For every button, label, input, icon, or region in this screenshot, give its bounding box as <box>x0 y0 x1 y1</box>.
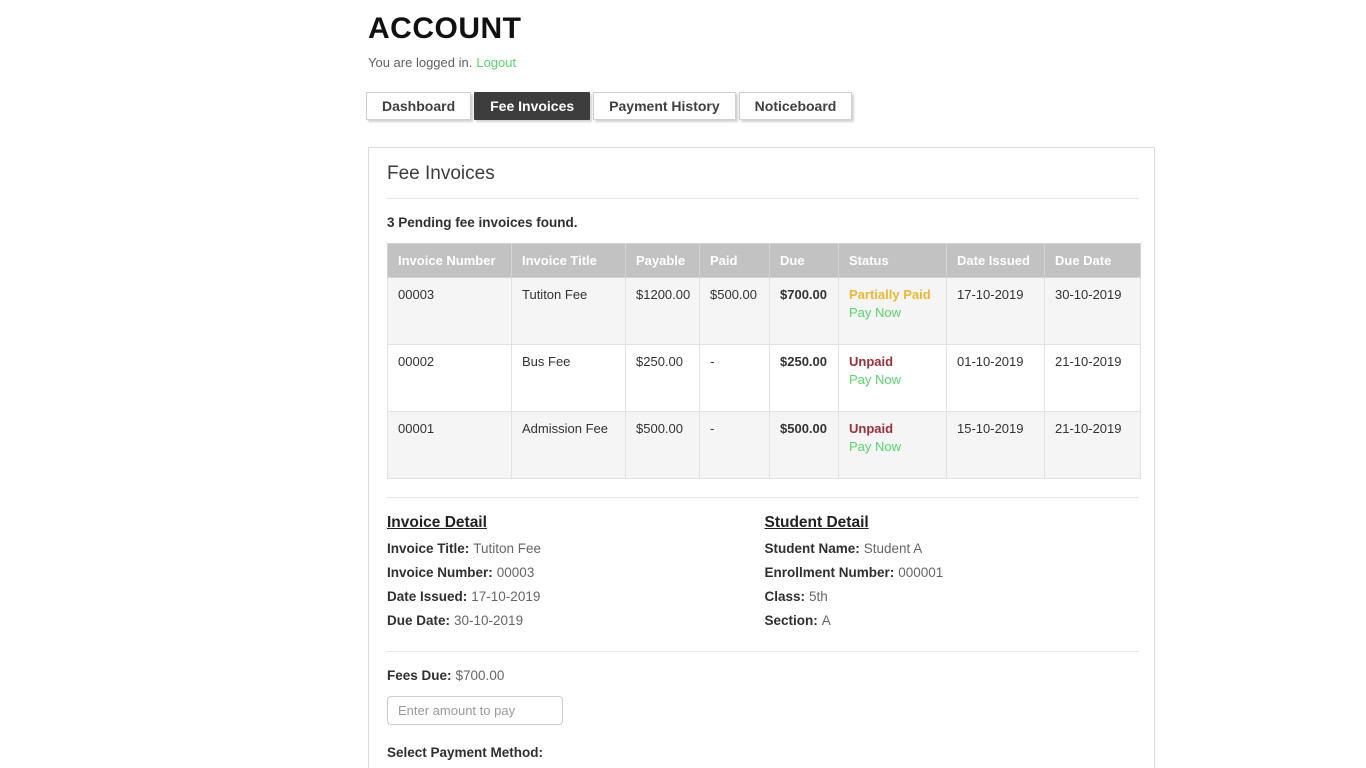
cell-due: $700.00 <box>769 277 839 345</box>
col-header-invoice-title: Invoice Title <box>511 243 626 278</box>
invoice-title-line: Invoice Title: Tutiton Fee <box>387 541 764 556</box>
date-issued-line: Date Issued: 17-10-2019 <box>387 589 764 604</box>
cell-date-issued: 15-10-2019 <box>946 411 1045 479</box>
fees-due-line: Fees Due: $700.00 <box>387 668 1139 683</box>
tab-dashboard[interactable]: Dashboard <box>366 92 472 120</box>
field-value: 17-10-2019 <box>471 589 541 604</box>
logout-link[interactable]: Logout <box>476 55 517 70</box>
table-row[interactable]: 00002 Bus Fee $250.00 - $250.00 Unpaid P… <box>387 344 1141 412</box>
col-header-status: Status <box>838 243 947 278</box>
cell-invoice-number: 00003 <box>387 277 512 345</box>
cell-invoice-title: Bus Fee <box>511 344 626 412</box>
status-badge: Partially Paid <box>849 287 931 302</box>
divider <box>387 198 1139 199</box>
section-line: Section: A <box>765 613 1141 628</box>
pay-now-link[interactable]: Pay Now <box>849 439 902 454</box>
cell-payable: $500.00 <box>625 411 700 479</box>
cell-payable: $250.00 <box>625 344 700 412</box>
amount-input[interactable] <box>387 696 563 725</box>
pay-now-link[interactable]: Pay Now <box>849 372 902 387</box>
field-value: 000001 <box>898 565 944 580</box>
login-status-line: You are logged in. Logout <box>368 55 1366 70</box>
col-header-date-issued: Date Issued <box>946 243 1045 278</box>
cell-payable: $1200.00 <box>625 277 700 345</box>
field-value: 5th <box>809 589 828 604</box>
tab-payment-history[interactable]: Payment History <box>593 92 736 120</box>
panel-heading: Fee Invoices <box>387 163 495 184</box>
cell-due-date: 21-10-2019 <box>1044 344 1141 412</box>
invoice-number-line: Invoice Number: 00003 <box>387 565 764 580</box>
class-line: Class: 5th <box>765 589 1141 604</box>
cell-due: $250.00 <box>769 344 839 412</box>
table-header: Invoice Number Invoice Title Payable Pai… <box>387 243 1141 278</box>
cell-paid: $500.00 <box>699 277 770 345</box>
field-label: Enrollment Number: <box>764 565 895 580</box>
cell-due: $500.00 <box>769 411 839 479</box>
cell-invoice-number: 00001 <box>387 411 512 479</box>
field-value: Student A <box>863 541 923 556</box>
cell-paid: - <box>699 411 770 479</box>
field-label: Invoice Number: <box>387 565 493 580</box>
cell-date-issued: 01-10-2019 <box>946 344 1045 412</box>
field-label: Due Date: <box>387 613 451 628</box>
field-value: 30-10-2019 <box>454 613 524 628</box>
fee-invoices-table: Invoice Number Invoice Title Payable Pai… <box>387 243 1141 479</box>
status-badge: Unpaid <box>849 421 894 436</box>
cell-status: Unpaid Pay Now <box>838 344 947 412</box>
cell-invoice-title: Admission Fee <box>511 411 626 479</box>
cell-status: Partially Paid Pay Now <box>838 277 947 345</box>
due-date-line: Due Date: 30-10-2019 <box>387 613 764 628</box>
col-header-invoice-number: Invoice Number <box>387 243 512 278</box>
field-label: Section: <box>764 613 818 628</box>
field-value: 00003 <box>496 565 535 580</box>
cell-invoice-title: Tutiton Fee <box>511 277 626 345</box>
cell-status: Unpaid Pay Now <box>838 411 947 479</box>
field-label: Date Issued: <box>387 589 468 604</box>
col-header-due-date: Due Date <box>1044 243 1141 278</box>
pending-invoices-message: 3 Pending fee invoices found. <box>387 215 578 230</box>
enrollment-number-line: Enrollment Number: 000001 <box>765 565 1141 580</box>
cell-due-date: 30-10-2019 <box>1044 277 1141 345</box>
student-detail-section: Student Detail Student Name: Student A En… <box>764 514 1141 637</box>
status-badge: Unpaid <box>849 354 894 369</box>
divider <box>387 497 1139 498</box>
field-value: A <box>821 613 831 628</box>
col-header-due: Due <box>769 243 839 278</box>
tab-fee-invoices[interactable]: Fee Invoices <box>474 92 591 120</box>
fees-due-label: Fees Due: <box>387 668 452 683</box>
tab-bar: Dashboard Fee Invoices Payment History N… <box>366 92 1366 120</box>
details-section: Invoice Detail Invoice Title: Tutiton Fee… <box>387 514 1140 637</box>
fees-due-value: $700.00 <box>455 668 505 683</box>
col-header-paid: Paid <box>699 243 770 278</box>
tab-noticeboard[interactable]: Noticeboard <box>738 92 853 120</box>
pay-now-link[interactable]: Pay Now <box>849 305 902 320</box>
login-status-text: You are logged in. <box>368 55 473 70</box>
cell-invoice-number: 00002 <box>387 344 512 412</box>
cell-paid: - <box>699 344 770 412</box>
student-name-line: Student Name: Student A <box>765 541 1141 556</box>
cell-due-date: 21-10-2019 <box>1044 411 1141 479</box>
page-title: ACCOUNT <box>368 12 522 45</box>
field-label: Class: <box>764 589 806 604</box>
divider <box>387 651 1139 652</box>
payment-method-label: Select Payment Method: <box>387 745 544 760</box>
cell-date-issued: 17-10-2019 <box>946 277 1045 345</box>
field-label: Invoice Title: <box>387 541 470 556</box>
table-row[interactable]: 00001 Admission Fee $500.00 - $500.00 Un… <box>387 411 1141 479</box>
field-value: Tutiton Fee <box>473 541 542 556</box>
invoice-detail-heading: Invoice Detail <box>387 514 487 531</box>
col-header-payable: Payable <box>625 243 700 278</box>
field-label: Student Name: <box>764 541 860 556</box>
student-detail-heading: Student Detail <box>764 514 869 531</box>
invoice-detail-section: Invoice Detail Invoice Title: Tutiton Fee… <box>387 514 764 637</box>
fee-invoices-panel: Fee Invoices 3 Pending fee invoices foun… <box>368 147 1155 768</box>
table-row[interactable]: 00003 Tutiton Fee $1200.00 $500.00 $700.… <box>387 277 1141 345</box>
